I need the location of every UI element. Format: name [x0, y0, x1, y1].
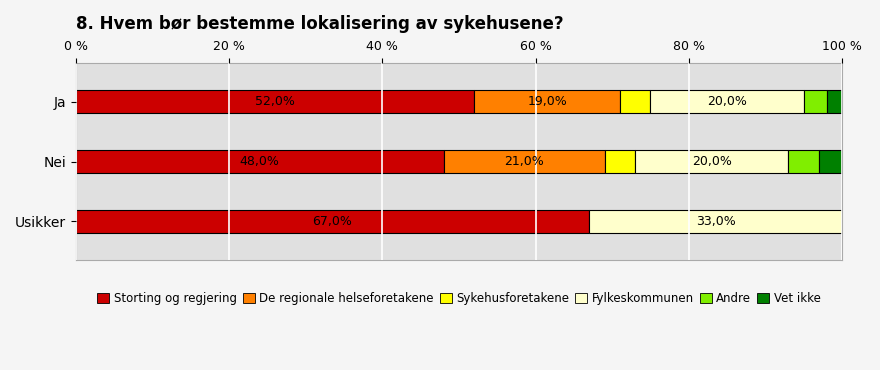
Bar	[474, 90, 620, 113]
Bar	[76, 210, 590, 233]
Bar	[819, 150, 842, 173]
Bar	[76, 150, 444, 173]
Text: 8. Hvem bør bestemme lokalisering av sykehusene?: 8. Hvem bør bestemme lokalisering av syk…	[76, 15, 563, 33]
Text: 52,0%: 52,0%	[255, 95, 295, 108]
Text: 20,0%: 20,0%	[708, 95, 747, 108]
Bar	[590, 210, 842, 233]
Bar	[605, 150, 635, 173]
Text: 19,0%: 19,0%	[527, 95, 567, 108]
Bar	[76, 90, 474, 113]
Text: 33,0%: 33,0%	[696, 215, 736, 228]
Bar	[826, 90, 842, 113]
Bar	[650, 90, 803, 113]
Text: 67,0%: 67,0%	[312, 215, 353, 228]
Bar	[444, 150, 605, 173]
Bar	[803, 90, 826, 113]
Legend: Storting og regjering, De regionale helseforetakene, Sykehusforetakene, Fylkesko: Storting og regjering, De regionale hels…	[95, 290, 823, 307]
Text: 20,0%: 20,0%	[692, 155, 732, 168]
Text: 21,0%: 21,0%	[504, 155, 544, 168]
Bar	[635, 150, 788, 173]
Text: 48,0%: 48,0%	[239, 155, 280, 168]
Bar	[620, 90, 650, 113]
Bar	[788, 150, 819, 173]
